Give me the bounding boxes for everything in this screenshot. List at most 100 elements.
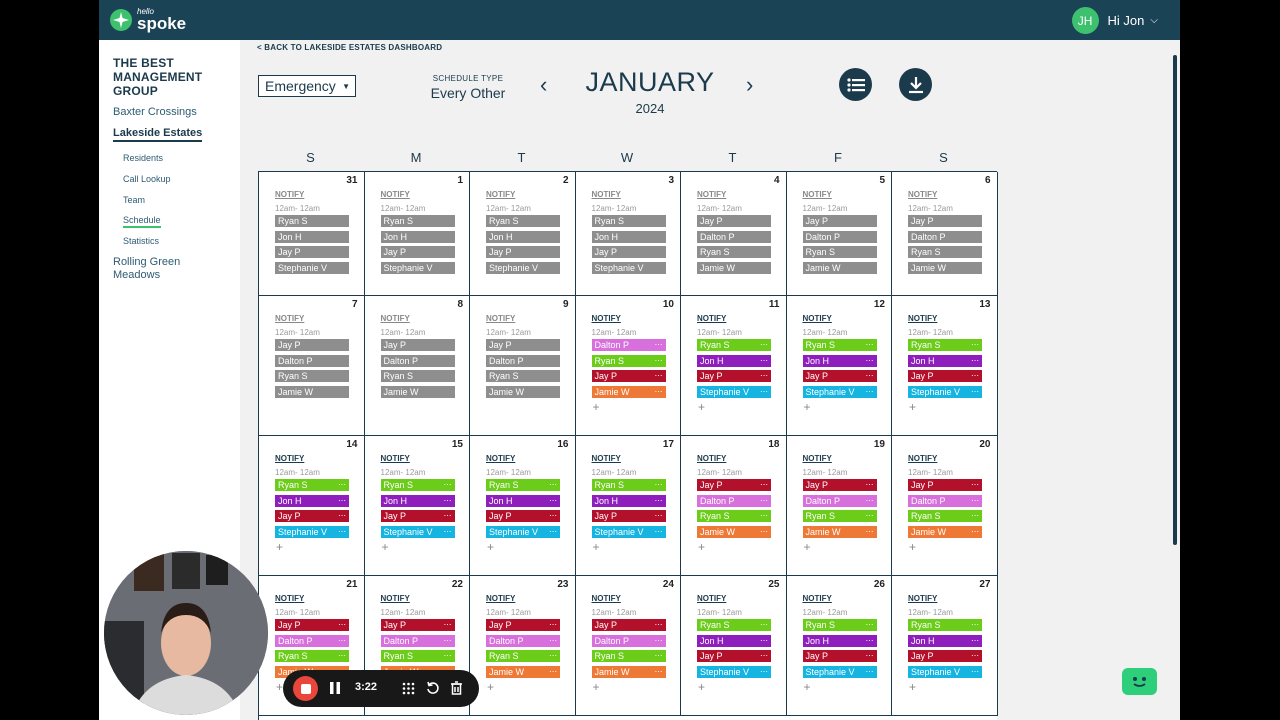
assignee-pill[interactable]: Jay P ⋯ xyxy=(275,619,349,631)
assignee-pill[interactable]: Jon H ⋯ xyxy=(697,354,771,367)
assignee-pill[interactable]: Stephanie V ⋯ xyxy=(908,385,982,398)
assignee-pill[interactable]: Jay P ⋯ xyxy=(591,370,666,382)
notify-link[interactable]: NOTIFY xyxy=(697,594,727,603)
assignee-pill[interactable]: Dalton P xyxy=(697,230,771,243)
sidebar-item-rolling-green-meadows[interactable]: Rolling Green Meadows xyxy=(113,256,181,281)
notify-link[interactable]: NOTIFY xyxy=(697,314,727,323)
assignee-pill[interactable]: Ryan S xyxy=(697,246,771,258)
assignee-pill[interactable]: Ryan S xyxy=(275,215,349,227)
assignee-pill[interactable]: Ryan S ⋯ xyxy=(591,479,666,491)
sidebar-subitem-statistics[interactable]: Statistics xyxy=(123,236,160,246)
assignee-pill[interactable]: Jon H xyxy=(591,230,666,243)
assignee-pill[interactable]: Jon H ⋯ xyxy=(908,634,982,647)
assignee-pill[interactable]: Jon H ⋯ xyxy=(486,494,560,507)
assignee-pill[interactable]: Jay P ⋯ xyxy=(908,650,982,662)
more-options-icon[interactable]: ⋯ xyxy=(760,386,768,396)
assignee-pill[interactable]: Jay P ⋯ xyxy=(486,510,560,522)
assignee-pill[interactable]: Jamie W ⋯ xyxy=(591,665,666,678)
more-options-icon[interactable]: ⋯ xyxy=(760,340,768,349)
add-assignee-button[interactable]: + xyxy=(909,540,917,554)
more-options-icon[interactable]: ⋯ xyxy=(654,620,663,629)
assignee-pill[interactable]: Jamie W xyxy=(486,385,560,398)
more-options-icon[interactable]: ⋯ xyxy=(654,371,663,380)
more-options-icon[interactable]: ⋯ xyxy=(865,371,874,380)
assignee-pill[interactable]: Jon H ⋯ xyxy=(802,354,877,367)
more-options-icon[interactable]: ⋯ xyxy=(971,495,979,505)
notify-link[interactable]: NOTIFY xyxy=(802,454,832,463)
list-view-button[interactable] xyxy=(839,68,872,101)
more-options-icon[interactable]: ⋯ xyxy=(654,511,663,520)
assignee-pill[interactable]: Stephanie V ⋯ xyxy=(697,665,771,678)
assignee-pill[interactable]: Ryan S ⋯ xyxy=(486,479,560,491)
assignee-pill[interactable]: Jay P ⋯ xyxy=(697,370,771,382)
assignee-pill[interactable]: Stephanie V ⋯ xyxy=(908,665,982,678)
more-options-icon[interactable]: ⋯ xyxy=(549,666,557,676)
assignee-pill[interactable]: Jay P ⋯ xyxy=(380,619,455,631)
assignee-pill[interactable]: Dalton P xyxy=(802,230,877,243)
assignee-pill[interactable]: Ryan S ⋯ xyxy=(697,339,771,351)
notify-link[interactable]: NOTIFY xyxy=(380,454,410,463)
add-assignee-button[interactable]: + xyxy=(592,400,600,414)
more-options-icon[interactable]: ⋯ xyxy=(865,355,874,365)
more-options-icon[interactable]: ⋯ xyxy=(971,340,979,349)
sidebar-subitem-schedule[interactable]: Schedule xyxy=(123,215,161,228)
notify-link[interactable]: NOTIFY xyxy=(908,314,938,323)
scrollbar[interactable] xyxy=(1173,55,1177,545)
assignee-pill[interactable]: Ryan S xyxy=(275,370,349,382)
more-options-icon[interactable]: ⋯ xyxy=(760,480,768,489)
prev-month-button[interactable]: ‹ xyxy=(540,72,548,97)
notify-link[interactable]: NOTIFY xyxy=(275,314,305,323)
assignee-pill[interactable]: Ryan S ⋯ xyxy=(697,510,771,522)
assignee-pill[interactable]: Jay P xyxy=(591,246,666,258)
assignee-pill[interactable]: Ryan S xyxy=(908,246,982,258)
assignee-pill[interactable]: Jay P ⋯ xyxy=(802,650,877,662)
assignee-pill[interactable]: Ryan S xyxy=(486,370,560,382)
user-menu[interactable]: JH Hi Jon ⌵ xyxy=(1071,7,1158,34)
add-assignee-button[interactable]: + xyxy=(487,680,495,694)
more-options-icon[interactable]: ⋯ xyxy=(654,651,663,660)
notify-link[interactable]: NOTIFY xyxy=(591,594,621,603)
add-assignee-button[interactable]: + xyxy=(276,540,284,554)
notify-link[interactable]: NOTIFY xyxy=(486,190,516,199)
assignee-pill[interactable]: Jay P ⋯ xyxy=(486,619,560,631)
notify-link[interactable]: NOTIFY xyxy=(697,190,727,199)
more-options-icon[interactable]: ⋯ xyxy=(654,480,663,489)
more-options-icon[interactable]: ⋯ xyxy=(760,651,768,660)
assignee-pill[interactable]: Stephanie V xyxy=(380,261,455,274)
assignee-pill[interactable]: Jay P ⋯ xyxy=(802,370,877,382)
assignee-pill[interactable]: Stephanie V xyxy=(486,261,560,274)
assignee-pill[interactable]: Ryan S ⋯ xyxy=(908,619,982,631)
assignee-pill[interactable]: Ryan S ⋯ xyxy=(275,479,349,491)
more-options-icon[interactable]: ⋯ xyxy=(760,355,768,365)
assignee-pill[interactable]: Ryan S xyxy=(591,215,666,227)
more-options-icon[interactable]: ⋯ xyxy=(443,480,452,489)
assignee-pill[interactable]: Ryan S ⋯ xyxy=(380,650,455,662)
more-options-icon[interactable]: ⋯ xyxy=(549,495,557,505)
grid-icon[interactable] xyxy=(402,682,415,695)
assignee-pill[interactable]: Dalton P xyxy=(275,354,349,367)
more-options-icon[interactable]: ⋯ xyxy=(338,620,346,629)
assignee-pill[interactable]: Jay P xyxy=(908,215,982,227)
notify-link[interactable]: NOTIFY xyxy=(908,190,938,199)
notify-link[interactable]: NOTIFY xyxy=(380,314,410,323)
assignee-pill[interactable]: Ryan S ⋯ xyxy=(802,619,877,631)
notify-link[interactable]: NOTIFY xyxy=(486,314,516,323)
notify-link[interactable]: NOTIFY xyxy=(380,594,410,603)
more-options-icon[interactable]: ⋯ xyxy=(760,635,768,645)
assignee-pill[interactable]: Ryan S ⋯ xyxy=(802,339,877,351)
assignee-pill[interactable]: Dalton P ⋯ xyxy=(380,634,455,647)
assignee-pill[interactable]: Jon H ⋯ xyxy=(591,494,666,507)
notify-link[interactable]: NOTIFY xyxy=(486,454,516,463)
assignee-pill[interactable]: Ryan S ⋯ xyxy=(486,650,560,662)
more-options-icon[interactable]: ⋯ xyxy=(971,355,979,365)
assignee-pill[interactable]: Jay P ⋯ xyxy=(591,619,666,631)
assignee-pill[interactable]: Jay P ⋯ xyxy=(380,510,455,522)
assignee-pill[interactable]: Ryan S xyxy=(802,246,877,258)
more-options-icon[interactable]: ⋯ xyxy=(338,651,346,660)
assignee-pill[interactable]: Stephanie V xyxy=(591,261,666,274)
more-options-icon[interactable]: ⋯ xyxy=(865,666,874,676)
assignee-pill[interactable]: Ryan S ⋯ xyxy=(697,619,771,631)
add-assignee-button[interactable]: + xyxy=(592,680,600,694)
more-options-icon[interactable]: ⋯ xyxy=(865,511,874,520)
add-assignee-button[interactable]: + xyxy=(698,400,706,414)
